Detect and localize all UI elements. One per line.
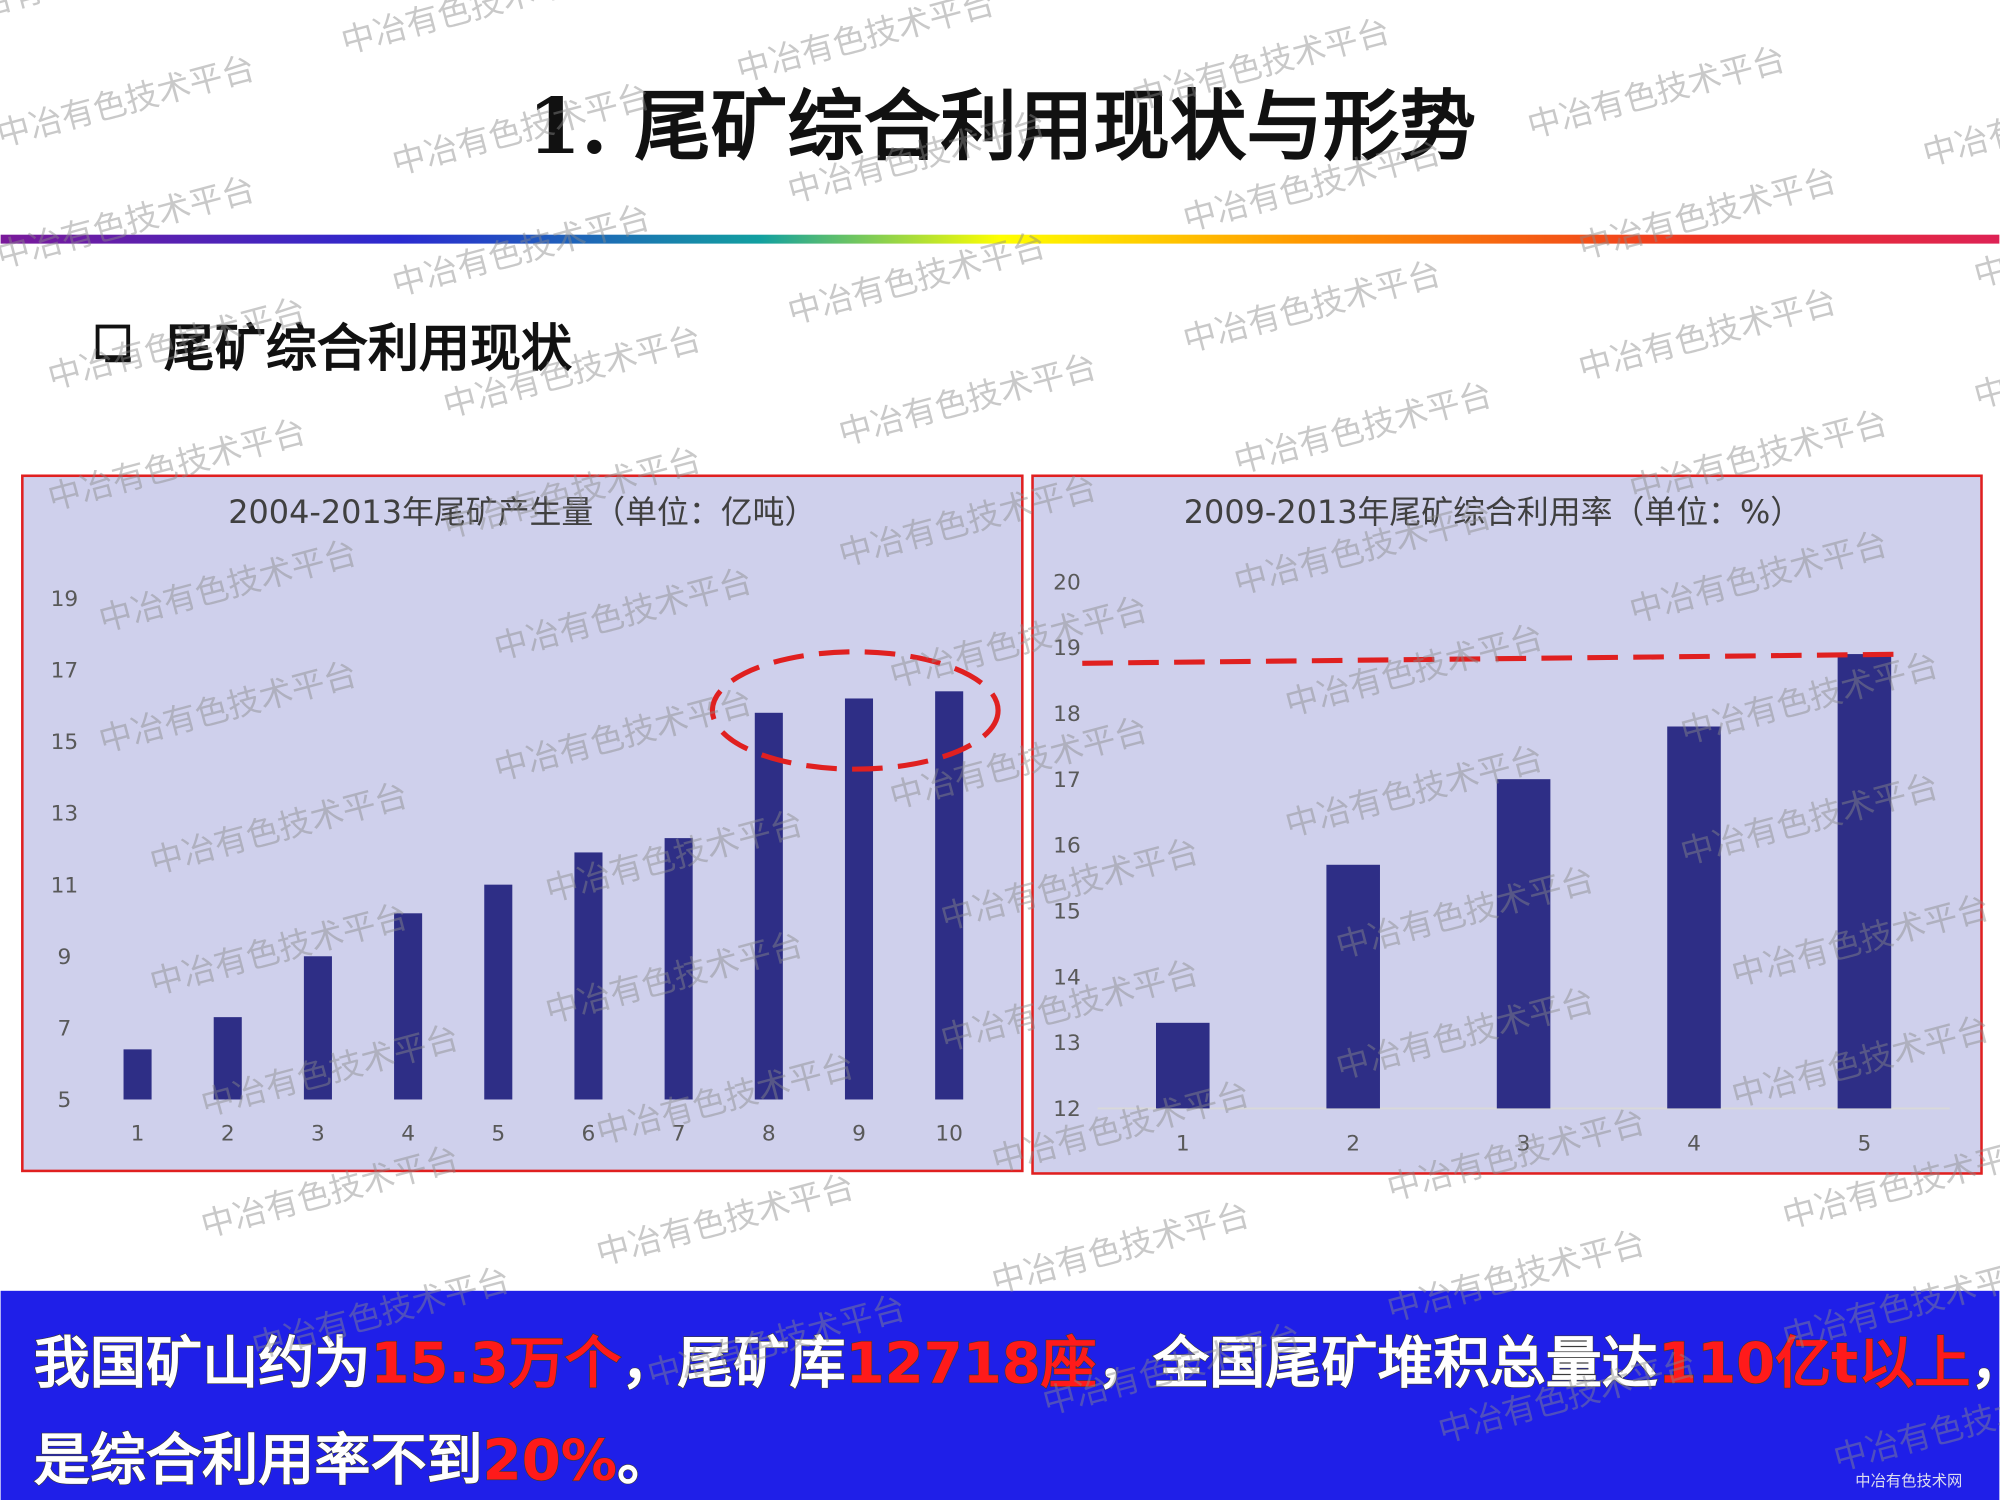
summary-segment: 我国矿山约为 bbox=[34, 1332, 371, 1397]
summary-segment: ，尾矿库 bbox=[621, 1332, 845, 1397]
chart-title: 2004-2013年尾矿产生量（单位：亿吨） bbox=[228, 493, 816, 531]
y-tick-label: 19 bbox=[1053, 636, 1081, 661]
x-tick-label: 10 bbox=[935, 1121, 963, 1146]
watermark: 中冶有色技术平台 bbox=[1970, 310, 2000, 416]
bullet-shadow bbox=[105, 357, 131, 363]
y-tick-label: 5 bbox=[58, 1088, 72, 1113]
watermark: 中冶有色技术平台 bbox=[0, 169, 259, 275]
summary-segment: ，但 bbox=[1970, 1332, 2000, 1397]
watermark: 中冶有色技术平台 bbox=[1523, 39, 1789, 145]
watermark: 中冶有色技术平台 bbox=[988, 1195, 1254, 1301]
bar bbox=[123, 1049, 152, 1100]
x-tick-label: 3 bbox=[1517, 1132, 1531, 1157]
summary-segment: 12718座 bbox=[846, 1332, 1097, 1397]
x-tick-label: 7 bbox=[672, 1121, 686, 1146]
y-tick-label: 12 bbox=[1053, 1097, 1081, 1122]
watermark: 中冶有色技术平台 bbox=[388, 197, 654, 303]
watermark: 中冶有色技术平台 bbox=[1230, 375, 1496, 481]
watermark: 中冶有色技术平台 bbox=[0, 48, 259, 154]
watermark: 中冶有色技术平台 bbox=[592, 1167, 858, 1273]
watermark: 中冶有色技术平台 bbox=[337, 0, 603, 61]
x-tick-label: 4 bbox=[401, 1121, 415, 1146]
y-tick-label: 11 bbox=[51, 873, 79, 898]
watermark: 中冶有色技术平台 bbox=[0, 0, 208, 33]
bar bbox=[1326, 864, 1380, 1109]
y-tick-label: 15 bbox=[1053, 900, 1081, 925]
x-tick-label: 8 bbox=[762, 1121, 776, 1146]
x-tick-label: 9 bbox=[852, 1121, 866, 1146]
bar bbox=[664, 838, 693, 1100]
bar bbox=[1496, 779, 1551, 1109]
summary-segment: ，全国尾矿堆积总量达 bbox=[1097, 1332, 1658, 1397]
y-tick-label: 17 bbox=[1053, 768, 1081, 793]
x-tick-label: 1 bbox=[131, 1121, 145, 1146]
watermark: 中冶有色技术平台 bbox=[1179, 253, 1445, 359]
summary-line: 是综合利用率不到20%。 bbox=[34, 1429, 673, 1494]
bar bbox=[1837, 654, 1892, 1109]
x-tick-label: 3 bbox=[311, 1121, 325, 1146]
summary-segment: 20% bbox=[483, 1429, 617, 1494]
logo-text: 中冶有色技术网 bbox=[1855, 1472, 1962, 1490]
bar bbox=[213, 1017, 242, 1100]
bar bbox=[574, 852, 603, 1100]
x-tick-label: 4 bbox=[1687, 1132, 1701, 1157]
x-tick-label: 2 bbox=[221, 1121, 235, 1146]
summary-segment: 。 bbox=[617, 1429, 673, 1494]
summary-segment: 15.3万个 bbox=[370, 1332, 621, 1397]
divider bbox=[0, 234, 2000, 244]
summary-band bbox=[0, 1290, 2000, 1500]
y-tick-label: 17 bbox=[51, 658, 79, 683]
x-tick-label: 2 bbox=[1346, 1132, 1360, 1157]
y-tick-label: 13 bbox=[1053, 1031, 1081, 1056]
summary-segment: 是综合利用率不到 bbox=[34, 1429, 483, 1494]
y-tick-label: 9 bbox=[58, 945, 72, 970]
y-tick-label: 16 bbox=[1053, 834, 1081, 859]
y-tick-label: 20 bbox=[1053, 570, 1081, 595]
chart-title: 2009-2013年尾矿综合利用率（单位：%） bbox=[1184, 493, 1802, 531]
bar bbox=[1155, 1022, 1210, 1109]
section-heading: 尾矿综合利用现状 bbox=[164, 320, 573, 379]
watermark: 中冶有色技术平台 bbox=[1574, 160, 1840, 266]
y-tick-label: 13 bbox=[51, 802, 79, 827]
bar bbox=[1667, 726, 1721, 1109]
watermark: 中冶有色技术平台 bbox=[834, 347, 1100, 453]
watermark: 中冶有色技术平台 bbox=[1919, 67, 2000, 173]
bar bbox=[935, 691, 964, 1100]
y-tick-label: 7 bbox=[58, 1017, 72, 1042]
highlight-ellipse bbox=[709, 649, 1001, 772]
watermark: 中冶有色技术平台 bbox=[732, 0, 998, 89]
x-tick-label: 6 bbox=[582, 1121, 596, 1146]
x-tick-label: 5 bbox=[491, 1121, 505, 1146]
bar bbox=[394, 913, 423, 1100]
x-tick-label: 5 bbox=[1858, 1132, 1872, 1157]
y-tick-label: 14 bbox=[1053, 965, 1081, 990]
y-tick-label: 19 bbox=[51, 587, 79, 612]
x-tick-label: 1 bbox=[1176, 1132, 1190, 1157]
bar bbox=[844, 698, 874, 1100]
page-title: 1. 尾矿综合利用现状与形势 bbox=[528, 82, 1476, 172]
bar bbox=[754, 712, 783, 1100]
bar bbox=[484, 884, 513, 1100]
y-tick-label: 15 bbox=[51, 730, 79, 755]
summary-segment: 110亿t以上 bbox=[1658, 1332, 1970, 1397]
watermark: 中冶有色技术平台 bbox=[1574, 282, 1840, 388]
summary-line: 我国矿山约为15.3万个，尾矿库12718座，全国尾矿堆积总量达110亿t以上，… bbox=[34, 1332, 2000, 1397]
bar bbox=[303, 956, 332, 1100]
y-tick-label: 18 bbox=[1053, 702, 1081, 727]
